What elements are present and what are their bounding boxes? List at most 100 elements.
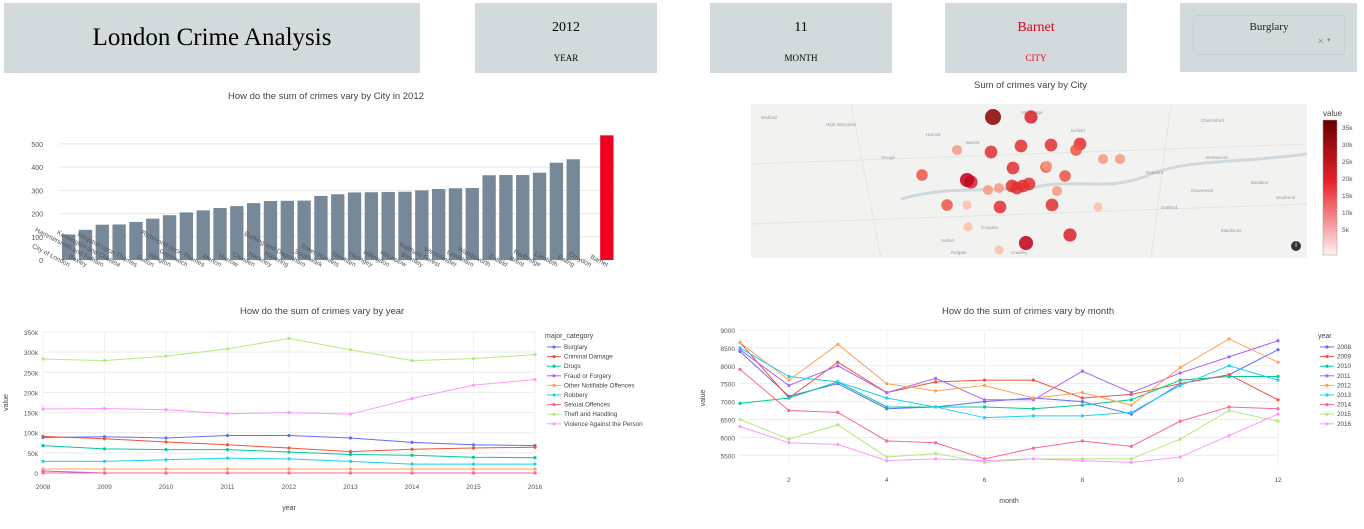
bar [398,191,412,260]
legend-label: Other Notifiable Offences [564,382,635,389]
clear-icon[interactable]: × [1318,36,1324,46]
series-point [836,342,840,346]
series-point [982,398,987,402]
chevron-down-icon[interactable]: ▾ [1327,37,1331,44]
y-tick-label: 50k [28,451,39,458]
series-point [885,439,889,443]
series-point [1178,455,1182,459]
month-label: MONTH [784,53,818,63]
series-point [836,364,840,368]
series-point [225,347,230,351]
legend-label: 2011 [1337,373,1351,380]
series-point [102,437,107,441]
colorbar-tick-label: 30k [1342,142,1353,149]
series-point [225,467,230,471]
map-bubble [985,109,1001,125]
series-point [1178,437,1182,441]
map-bubble [1024,110,1038,124]
category-dropdown-card: Burglary × ▾ [1180,3,1357,72]
colorbar-tick-label: 15k [1342,193,1353,200]
series-point [102,467,107,471]
legend-label: Criminal Damage [564,354,613,361]
legend-label: 2015 [1337,411,1352,418]
legend-swatch-marker [552,364,556,368]
bar [516,175,530,260]
series-point [934,441,938,445]
x-axis-label: year [282,505,296,512]
y-tick-label: 7500 [721,382,736,389]
y-tick-label: 6500 [721,417,736,424]
y-tick-label: 8000 [721,364,736,371]
series-point [1227,355,1231,359]
y-tick-label: 6000 [721,435,736,442]
map-bubble [1018,235,1034,251]
bar-chart-title: How do the sum of crimes vary by City in… [228,91,424,102]
legend-swatch-marker [552,355,556,359]
category-dropdown[interactable]: Burglary × ▾ [1193,15,1345,55]
bar [179,212,194,260]
x-tick-label: 4 [885,477,889,484]
x-tick-label: 2015 [466,484,481,491]
series-point [1276,407,1280,411]
year-value: 2012 [552,20,580,35]
series-point [1178,378,1182,382]
bar [95,224,109,260]
legend-label: Burglary [564,344,588,351]
series-point [533,467,537,471]
map-bubble [1006,161,1020,175]
info-icon[interactable]: i [1291,241,1301,251]
series-point [225,412,230,416]
series-point [787,374,791,379]
series-point [410,467,414,471]
series-point [1227,337,1231,341]
series-point [1178,365,1182,370]
legend-swatch-marker [552,403,556,407]
series-line [739,347,1279,419]
series-point [836,410,840,414]
bar [600,135,614,260]
series-point [1129,444,1133,448]
legend-swatch-marker [552,383,556,387]
x-tick-label: 8 [1081,477,1085,484]
series-line [739,376,1278,410]
city-value: Barnet [1017,20,1055,35]
map-bubble [1059,170,1071,182]
series-point [471,443,476,447]
series-line [739,349,1279,415]
y-tick-label: 400 [31,165,43,172]
series-point [348,412,353,416]
series-point [1227,374,1231,379]
series-point [102,447,107,451]
series-point [164,467,168,471]
map-place-label: Sutton [941,238,955,243]
bar [146,218,160,260]
bar [364,192,379,260]
legend-swatch-marker [552,374,556,378]
series-point [1129,398,1133,402]
series-point [1129,460,1133,465]
month-card: 11 MONTH [710,3,892,73]
series-point [410,447,414,451]
bar [247,203,261,260]
legend-label: Drugs [564,363,581,370]
series-point [738,425,742,429]
map-place-label: Brentwood [1206,155,1228,160]
x-tick-label: 2014 [405,484,420,491]
colorbar-tick-label: 10k [1342,210,1353,217]
bar [213,208,227,260]
city-card: Barnet CITY [945,3,1127,73]
series-point [1080,403,1084,407]
legend-label: Sexual Offences [564,402,610,409]
series-point [1227,408,1231,413]
bar [314,195,328,260]
series-point [1080,459,1084,463]
bar [297,200,311,260]
series-point [738,401,742,405]
series-point [164,471,168,475]
map-legend-title: value [1323,109,1343,118]
series-point [1276,398,1280,402]
series-point [982,378,987,382]
series-point [1031,446,1036,450]
series-point [41,467,45,471]
